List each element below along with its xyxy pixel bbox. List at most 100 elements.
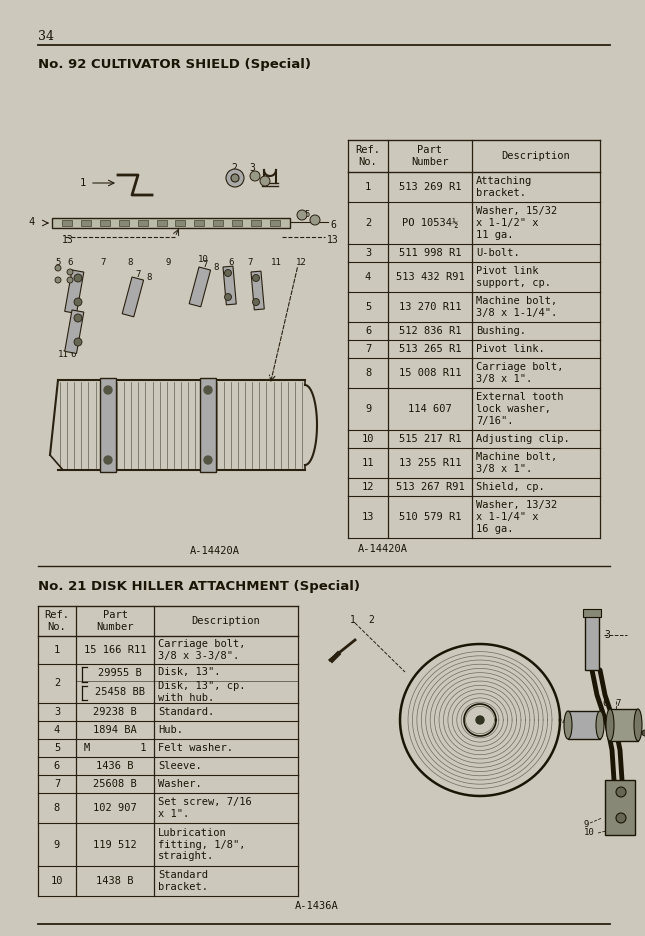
Text: 6: 6: [330, 220, 336, 230]
Text: 9: 9: [584, 820, 590, 829]
Text: Description: Description: [502, 151, 570, 161]
Text: 1: 1: [54, 645, 60, 655]
Text: Washer, 15/32
x 1-1/2" x
11 ga.: Washer, 15/32 x 1-1/2" x 11 ga.: [476, 207, 557, 240]
Text: 13: 13: [327, 235, 339, 245]
Text: 7: 7: [247, 258, 252, 267]
Text: Washer.: Washer.: [158, 779, 202, 789]
Circle shape: [55, 277, 61, 283]
Text: 1438 B: 1438 B: [96, 876, 134, 886]
Circle shape: [642, 730, 645, 736]
Text: 1: 1: [80, 178, 86, 188]
Text: 10: 10: [362, 434, 374, 444]
Text: Disk, 13", cp.
with hub.: Disk, 13", cp. with hub.: [158, 681, 246, 703]
Circle shape: [74, 298, 82, 306]
Text: 4: 4: [29, 217, 35, 227]
Text: 10: 10: [51, 876, 63, 886]
Circle shape: [74, 274, 82, 282]
Text: 510 579 R1: 510 579 R1: [399, 512, 461, 522]
Text: Pivot link.: Pivot link.: [476, 344, 545, 354]
Bar: [251, 220, 261, 226]
Text: Adjusting clip.: Adjusting clip.: [476, 434, 570, 444]
Text: Carriage bolt,
3/8 x 3-3/8".: Carriage bolt, 3/8 x 3-3/8".: [158, 639, 246, 661]
Bar: [251, 271, 264, 310]
Text: External tooth
lock washer,
7/16".: External tooth lock washer, 7/16".: [476, 392, 564, 426]
Text: 15 008 R11: 15 008 R11: [399, 368, 461, 378]
Circle shape: [252, 274, 259, 282]
Text: Sleeve.: Sleeve.: [158, 761, 202, 771]
Circle shape: [55, 265, 61, 271]
Circle shape: [104, 386, 112, 394]
Circle shape: [224, 294, 232, 300]
Circle shape: [476, 716, 484, 724]
Bar: [194, 220, 204, 226]
Text: 11: 11: [362, 458, 374, 468]
Circle shape: [67, 269, 73, 275]
Bar: [605, 780, 635, 835]
Text: 10: 10: [584, 828, 595, 837]
Text: 15 166 R11: 15 166 R11: [84, 645, 146, 655]
Bar: [610, 709, 638, 741]
Text: Part
Number: Part Number: [412, 145, 449, 167]
Bar: [583, 609, 601, 617]
Text: 102 907: 102 907: [93, 803, 137, 813]
Text: 1436 B: 1436 B: [96, 761, 134, 771]
Bar: [157, 220, 166, 226]
Text: 4: 4: [562, 717, 568, 726]
Text: 8: 8: [127, 258, 132, 267]
Text: A-14420A: A-14420A: [190, 546, 240, 556]
Bar: [81, 220, 91, 226]
Text: Disk, 13".: Disk, 13".: [158, 667, 221, 678]
Text: 9: 9: [165, 258, 170, 267]
Bar: [213, 220, 223, 226]
Text: No. 21 DISK HILLER ATTACHMENT (Special): No. 21 DISK HILLER ATTACHMENT (Special): [38, 580, 360, 593]
Text: 515 217 R1: 515 217 R1: [399, 434, 461, 444]
Circle shape: [204, 456, 212, 464]
Text: Machine bolt,
3/8 x 1".: Machine bolt, 3/8 x 1".: [476, 452, 557, 474]
Text: 3: 3: [604, 630, 610, 640]
Circle shape: [226, 169, 244, 187]
Bar: [232, 220, 242, 226]
Circle shape: [616, 813, 626, 823]
Text: 34: 34: [38, 30, 54, 43]
Text: 513 265 R1: 513 265 R1: [399, 344, 461, 354]
Text: 13 255 R11: 13 255 R11: [399, 458, 461, 468]
Text: Lubrication
fitting, 1/8",
straight.: Lubrication fitting, 1/8", straight.: [158, 828, 246, 861]
Text: 4: 4: [365, 272, 371, 282]
Bar: [137, 220, 148, 226]
Text: 2: 2: [231, 163, 237, 173]
Circle shape: [250, 171, 260, 181]
Text: 513 267 R91: 513 267 R91: [395, 482, 464, 492]
Text: 7: 7: [54, 779, 60, 789]
Text: 7: 7: [615, 699, 620, 708]
Text: Part
Number: Part Number: [96, 610, 134, 632]
Text: 5: 5: [572, 717, 577, 726]
Text: 11: 11: [271, 258, 282, 267]
Bar: [100, 378, 116, 472]
Text: 12: 12: [362, 482, 374, 492]
Bar: [585, 615, 599, 670]
Text: 1: 1: [365, 182, 371, 192]
Text: 513 432 R91: 513 432 R91: [395, 272, 464, 282]
Ellipse shape: [564, 711, 572, 739]
Text: Machine bolt,
3/8 x 1-1/4".: Machine bolt, 3/8 x 1-1/4".: [476, 296, 557, 318]
Circle shape: [74, 338, 82, 346]
Text: 9: 9: [365, 404, 371, 414]
Ellipse shape: [596, 711, 604, 739]
Text: 13 270 R11: 13 270 R11: [399, 302, 461, 312]
Bar: [568, 711, 600, 739]
Circle shape: [74, 314, 82, 322]
Text: 13: 13: [62, 235, 74, 245]
Text: 5: 5: [54, 743, 60, 753]
Text: Standard.: Standard.: [158, 707, 214, 717]
Bar: [175, 220, 186, 226]
Text: A-14420A: A-14420A: [358, 544, 408, 554]
Text: 6: 6: [365, 326, 371, 336]
Text: 7: 7: [202, 260, 208, 269]
Bar: [64, 310, 84, 354]
Circle shape: [224, 270, 232, 276]
Text: 29238 B: 29238 B: [93, 707, 137, 717]
Ellipse shape: [634, 709, 642, 741]
Text: Felt washer.: Felt washer.: [158, 743, 233, 753]
Text: Washer, 13/32
x 1-1/4" x
16 ga.: Washer, 13/32 x 1-1/4" x 16 ga.: [476, 501, 557, 534]
Bar: [223, 266, 236, 305]
